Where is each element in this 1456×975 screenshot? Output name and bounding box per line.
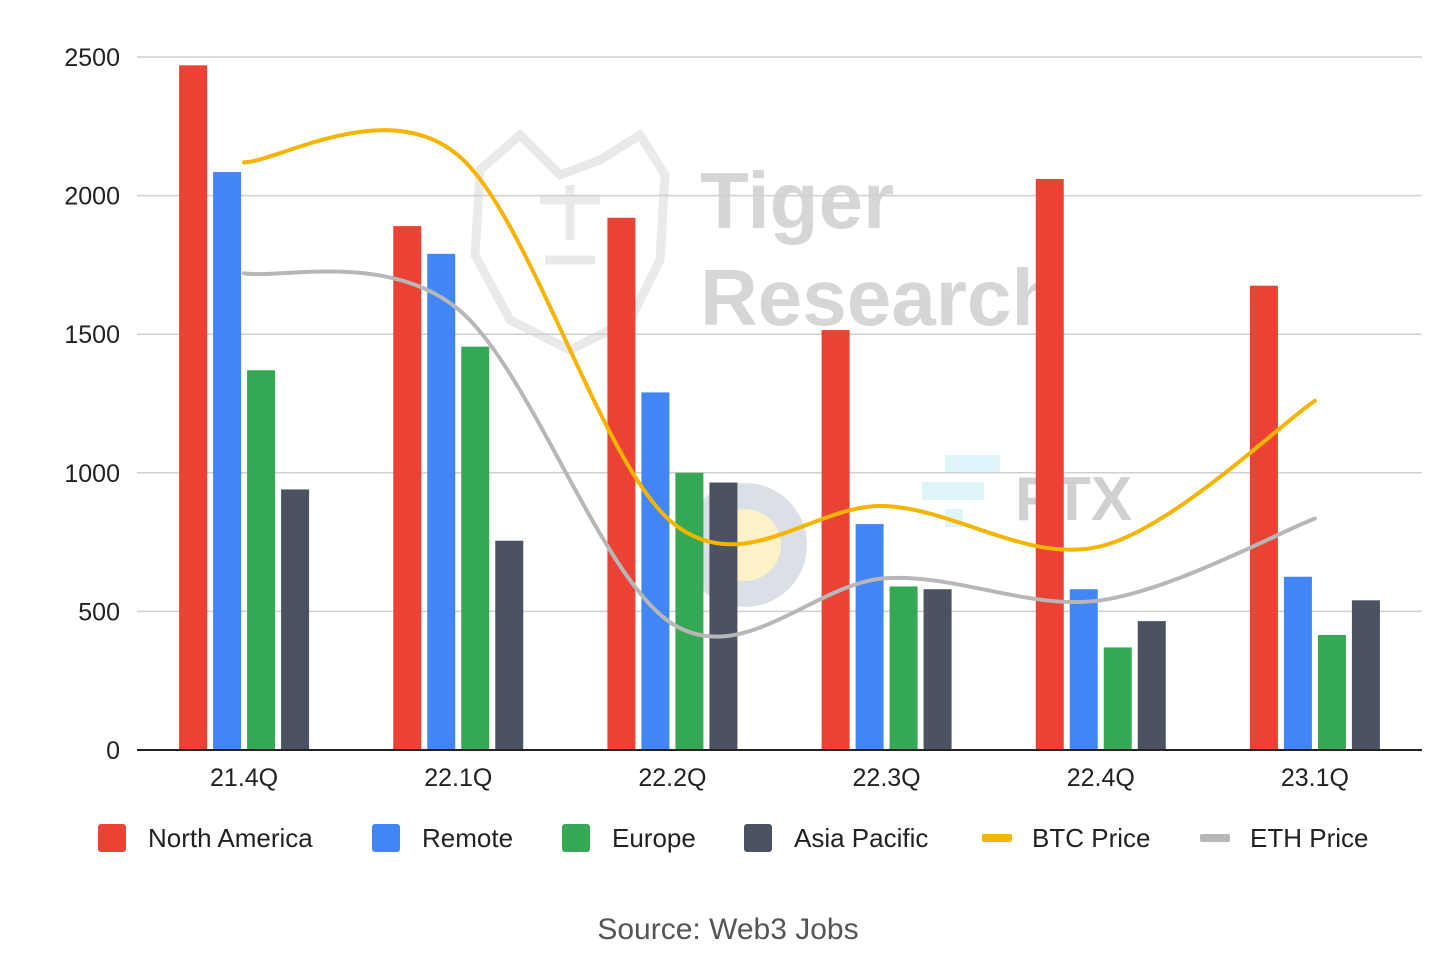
legend-label-north-america: North America <box>148 823 313 853</box>
bar-asia-pacific <box>281 489 310 750</box>
bar-asia-pacific <box>1351 600 1380 750</box>
watermark-text-tiger: Tiger <box>700 156 894 245</box>
x-tick-label: 22.4Q <box>1067 764 1135 792</box>
bar-north-america <box>1035 178 1064 750</box>
bar-series <box>179 65 1380 751</box>
legend-swatch-remote <box>372 824 400 852</box>
bar-asia-pacific <box>923 589 952 750</box>
y-tick-label: 1000 <box>64 460 120 488</box>
legend-label-remote: Remote <box>422 823 513 853</box>
x-tick-label: 21.4Q <box>210 764 278 792</box>
x-tick-label: 22.3Q <box>853 764 921 792</box>
line-eth-price <box>242 269 1317 639</box>
axes: 0 500 1000 1500 2000 2500 21.4Q 22.1Q 22.2Q 22.3Q… <box>64 44 1422 792</box>
legend-label-eth-price: ETH Price <box>1250 823 1368 853</box>
y-tick-label: 500 <box>78 598 120 626</box>
bar-remote <box>855 524 884 750</box>
bar-europe <box>461 346 490 750</box>
ftx-logo-watermark <box>922 455 1000 527</box>
watermark-text-ftx: FTX <box>1015 465 1132 534</box>
bar-north-america <box>1249 285 1278 750</box>
bar-asia-pacific <box>1137 621 1166 750</box>
bar-remote <box>641 392 670 750</box>
legend-swatch-eth-price <box>1200 834 1230 842</box>
x-tick-label: 23.1Q <box>1281 764 1349 792</box>
legend-swatch-asia-pacific <box>744 824 772 852</box>
legend-label-asia-pacific: Asia Pacific <box>794 823 928 853</box>
bar-asia-pacific <box>709 482 738 750</box>
legend: North America Remote Europe Asia Pacific BTC… <box>98 823 1368 853</box>
legend-label-europe: Europe <box>612 823 696 853</box>
bar-north-america <box>393 226 422 751</box>
bar-europe <box>889 586 918 750</box>
line-btc-price <box>242 128 1317 552</box>
bar-north-america <box>607 217 636 750</box>
bar-europe <box>1317 634 1346 750</box>
source-caption: Source: Web3 Jobs <box>597 913 859 946</box>
legend-swatch-btc-price <box>982 834 1012 842</box>
bar-remote <box>213 172 242 751</box>
y-tick-label: 2000 <box>64 183 120 211</box>
x-tick-label: 22.1Q <box>424 764 492 792</box>
legend-swatch-europe <box>562 824 590 852</box>
watermark-text-research: Research <box>700 253 1060 342</box>
bar-north-america <box>821 330 850 750</box>
tiger-logo-watermark <box>470 128 670 356</box>
bar-europe <box>675 472 704 750</box>
bar-europe <box>1103 647 1132 750</box>
legend-swatch-north-america <box>98 824 126 852</box>
bar-asia-pacific <box>495 540 524 750</box>
bar-north-america <box>179 65 208 751</box>
bar-remote <box>1069 589 1098 750</box>
y-tick-label: 1500 <box>64 321 120 349</box>
x-tick-label: 22.2Q <box>638 764 706 792</box>
bar-remote <box>427 253 456 750</box>
line-series <box>242 128 1317 639</box>
gridlines <box>137 56 1422 613</box>
bar-remote <box>1283 576 1312 750</box>
y-tick-label: 2500 <box>64 44 120 72</box>
watermark: Tiger Research FTX <box>470 128 1132 607</box>
bar-europe <box>247 370 276 750</box>
legend-label-btc-price: BTC Price <box>1032 823 1150 853</box>
y-tick-label: 0 <box>106 737 120 765</box>
